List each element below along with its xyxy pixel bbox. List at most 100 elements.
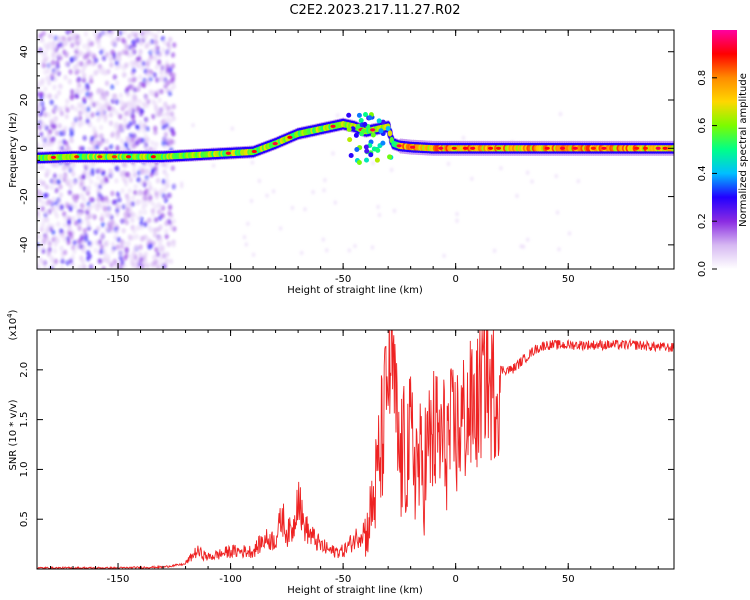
spectrogram-noise-point [50, 205, 55, 212]
spectrogram-noise-point [82, 197, 87, 203]
spectrogram-noise-point [46, 79, 52, 86]
spectrogram-noise-point [150, 167, 156, 173]
spectrogram-noise-point [150, 208, 156, 214]
spectrogram-noise-point [41, 142, 47, 149]
spectrogram-noise-point [136, 176, 141, 183]
spectrogram-noise-point [68, 258, 74, 265]
spectrogram-noise-point [58, 228, 64, 234]
spectrogram-noise-point [40, 222, 46, 228]
spectrogram-noise-point [38, 47, 43, 54]
spectrogram-noise-point [61, 165, 66, 172]
spectrogram-noise-point [138, 209, 143, 216]
snr-y-tick-label: 1.0 [19, 461, 30, 477]
spectrogram-noise-point [135, 265, 140, 269]
spectrogram-noise-point [251, 252, 256, 257]
spectrogram-ticks: -150 -100 -50 0 50 -40 -20 0 20 40 [19, 30, 674, 285]
spectrogram-noise-point [86, 106, 91, 112]
spectrogram-ridge-peak [572, 146, 578, 150]
spectrogram-noise-point [168, 36, 173, 43]
spectrogram-noise-point [492, 248, 497, 253]
spectrogram-noise-point [132, 49, 137, 55]
spectrogram-noise-point [145, 61, 150, 68]
spectrogram-noise-point [75, 193, 80, 200]
spectrogram-noise-point [389, 167, 394, 173]
spectrogram-frame [36, 29, 675, 270]
spectrogram-noise-point [470, 176, 474, 181]
spectrogram-fragment [387, 154, 393, 160]
spectrogram-ridge-peak [225, 151, 231, 155]
spectrogram-noise-point [165, 178, 170, 185]
spectrogram-noise-point [132, 143, 137, 149]
spectrogram-noise-point [71, 193, 77, 200]
spectrogram-noise-point [90, 197, 95, 203]
spectrogram-noise-point [143, 34, 148, 41]
spectrogram-noise-point [131, 167, 137, 173]
spectrogram-noise-point [154, 217, 159, 223]
spectrogram-noise-point [163, 131, 169, 138]
spectrogram-noise-point [333, 200, 338, 205]
spectrogram-x-tick-label: -100 [219, 274, 242, 285]
spectrogram-noise-point [86, 163, 91, 169]
spectrogram-noise-point [160, 212, 165, 219]
spectrogram-noise-point [104, 195, 109, 202]
spectrogram-noise-point [44, 172, 49, 178]
spectrogram-noise-point [137, 55, 142, 62]
spectrogram-noise-point [146, 68, 151, 74]
spectrogram-noise-point [97, 239, 103, 245]
spectrogram-noise-point [50, 33, 55, 40]
spectrogram-noise-point [165, 105, 171, 111]
spectrogram-noise-point [161, 105, 166, 112]
spectrogram-ridge-peak [74, 155, 80, 159]
spectrogram-noise-point [77, 264, 82, 269]
spectrogram-noise-point [191, 123, 195, 128]
spectrogram-noise-point [271, 189, 276, 194]
spectrogram-noise-point [58, 174, 64, 180]
spectrogram-noise-point [515, 193, 519, 199]
spectrogram-noise-point [166, 41, 171, 48]
spectrogram-noise-point [65, 107, 70, 113]
snr-y-tick-label: 2.0 [19, 362, 30, 378]
spectrogram-noise-point [166, 240, 171, 247]
spectrogram-noise-point [76, 244, 81, 250]
spectrogram-noise-point [165, 110, 171, 117]
spectrogram-noise-point [82, 227, 88, 234]
spectrogram-noise-point [103, 117, 108, 123]
spectrogram-noise-point [370, 245, 375, 250]
spectrogram-noise-point [162, 40, 167, 46]
spectrogram-noise-point [126, 240, 131, 247]
spectrogram-noise-point [54, 130, 59, 136]
spectrogram-noise-point [136, 84, 141, 90]
spectrogram-noise-point [47, 128, 53, 135]
spectrogram-noise-point [172, 183, 177, 188]
spectrogram-noise-point [71, 244, 76, 251]
spectrogram-noise-point [303, 207, 307, 212]
spectrogram-noise-point [120, 124, 126, 130]
spectrogram-fragment [364, 157, 370, 163]
spectrogram-noise-point [62, 222, 67, 228]
spectrogram-noise-point [171, 103, 176, 110]
spectrogram-marks [37, 30, 674, 269]
spectrogram-noise-point [99, 95, 104, 101]
spectrogram-fragment [370, 132, 376, 138]
spectrogram-noise-point [169, 86, 174, 92]
spectrogram-noise-point [37, 91, 41, 97]
spectrogram-noise-point [97, 191, 102, 198]
spectrogram-noise-point [169, 225, 174, 231]
spectrogram-ridge-peak [655, 146, 661, 150]
spectrogram-y-tick-label: -40 [19, 237, 30, 253]
spectrogram-noise-point [377, 212, 382, 218]
spectrogram-noise-point [110, 84, 115, 90]
spectrogram-noise-point [99, 49, 104, 55]
spectrogram-fragment [363, 144, 369, 150]
spectrogram-noise-point [153, 33, 159, 40]
spectrogram-noise-point [144, 168, 149, 175]
spectrogram-noise-point [150, 89, 155, 96]
spectrogram-noise-point [576, 178, 581, 184]
spectrogram-y-tick-label: 40 [19, 45, 30, 58]
colorbar: 0.0 0.2 0.4 0.6 0.8 Normalized spectral ampl… [697, 30, 749, 277]
spectrogram-noise-point [155, 77, 160, 83]
spectrogram-noise-point [104, 91, 109, 98]
spectrogram-noise-point [130, 201, 136, 207]
spectrogram-fragment [358, 118, 364, 124]
spectrogram-noise-point [323, 177, 327, 183]
